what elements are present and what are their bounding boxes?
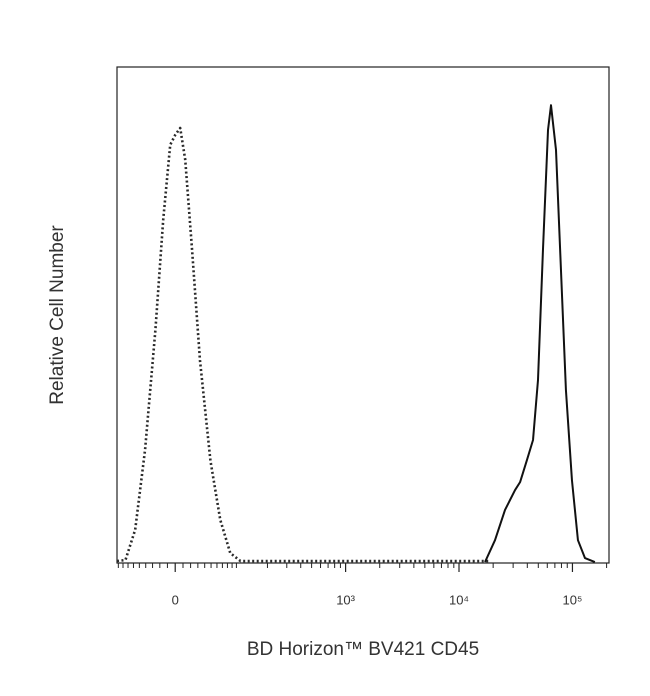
x-tick-label: 10³ <box>336 592 355 607</box>
series-line <box>116 126 491 563</box>
x-tick-label: 0 <box>172 592 179 607</box>
plot-frame <box>116 66 610 564</box>
x-tick-label: 10⁵ <box>563 592 583 607</box>
y-axis-label: Relative Cell Number <box>47 225 68 405</box>
x-axis-label: BD Horizon™ BV421 CD45 <box>247 639 479 660</box>
x-tick-label: 10⁴ <box>449 592 469 607</box>
series-line <box>484 104 596 563</box>
